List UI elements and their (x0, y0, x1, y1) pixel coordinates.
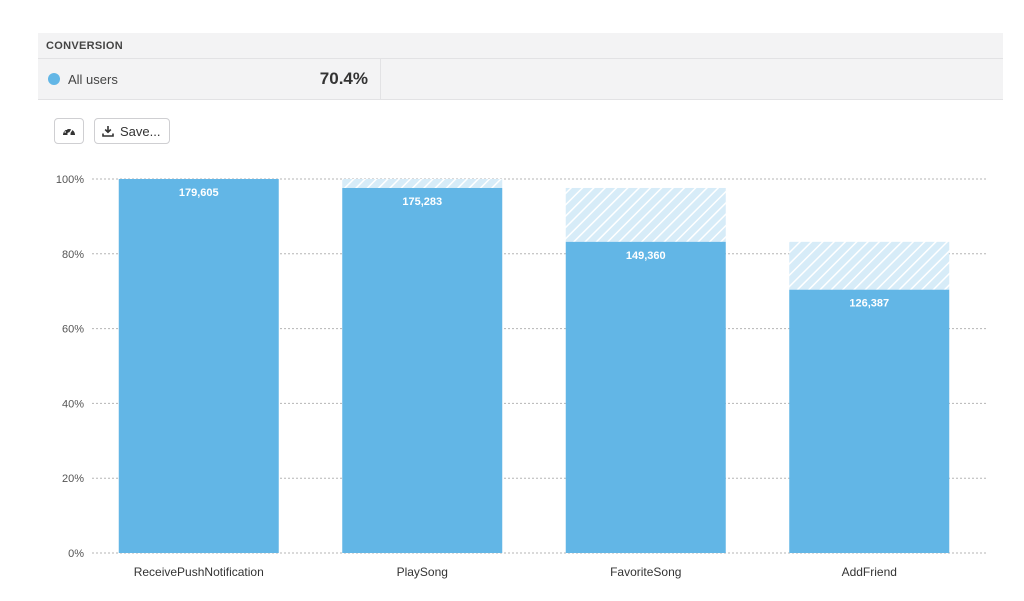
conversion-header: CONVERSION (38, 33, 1003, 59)
x-category-label: PlaySong (397, 565, 448, 579)
bar-data-label: 126,387 (849, 298, 889, 310)
x-category-label: FavoriteSong (610, 565, 681, 579)
segment-conversion-value: 70.4% (319, 69, 368, 88)
bar-data-label: 149,360 (626, 250, 666, 262)
dropoff-bar[interactable] (789, 241, 950, 290)
y-tick-label: 60% (62, 324, 84, 336)
conversion-bar[interactable] (342, 187, 503, 553)
speedometer-icon (63, 127, 75, 136)
conversion-row: All users 70.4% (38, 59, 1003, 99)
download-icon (102, 126, 114, 137)
dropoff-bar[interactable] (565, 187, 726, 242)
conversion-bar[interactable] (118, 179, 279, 553)
chart-toolbar: Save... (54, 118, 171, 144)
save-label: Save... (120, 123, 161, 139)
conversion-bar[interactable] (789, 289, 950, 553)
segment-color-dot (48, 73, 60, 85)
dropoff-bar[interactable] (342, 179, 503, 188)
y-tick-label: 40% (62, 398, 84, 410)
x-category-label: AddFriend (842, 565, 897, 579)
segment-label: All users (68, 71, 118, 87)
segment-all-users[interactable]: All users 70.4% (38, 59, 381, 99)
save-button[interactable]: Save... (94, 118, 171, 144)
y-tick-label: 20% (62, 473, 84, 485)
conversion-panel: CONVERSION All users 70.4% (38, 33, 1003, 100)
y-tick-label: 80% (62, 249, 84, 261)
x-category-label: ReceivePushNotification (134, 565, 264, 579)
y-tick-label: 100% (56, 174, 84, 186)
y-tick-label: 0% (68, 548, 84, 560)
conversion-bar[interactable] (565, 241, 726, 553)
bar-data-label: 179,605 (179, 187, 219, 199)
dashboard-button[interactable] (54, 118, 84, 144)
bar-data-label: 175,283 (402, 196, 442, 208)
